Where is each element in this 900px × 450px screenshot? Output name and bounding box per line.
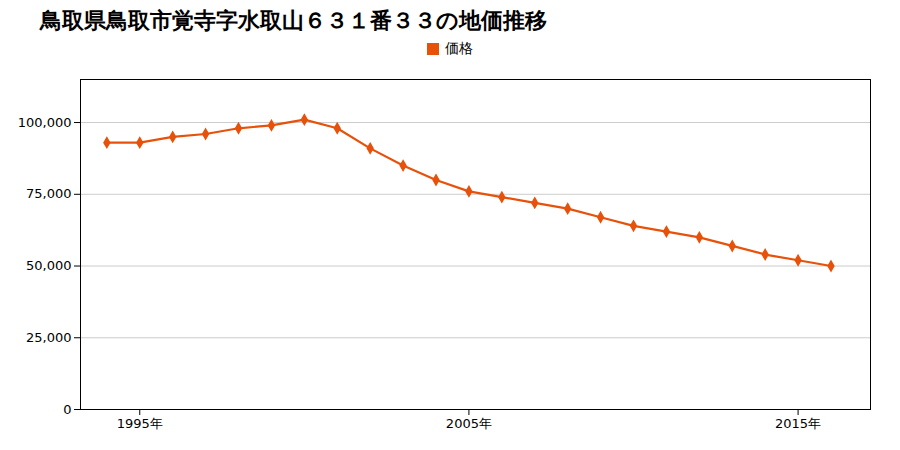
svg-text:1995年: 1995年 bbox=[117, 416, 163, 431]
html-text:鳥取県鳥取市覚寺字水取山６３１番３３の地価推移: 鳥取県鳥取市覚寺字水取山６３１番３３の地価推移 bbox=[40, 8, 547, 33]
svg-text:50,000: 50,000 bbox=[26, 258, 72, 273]
svg-text:0: 0 bbox=[63, 402, 71, 417]
svg-text:25,000: 25,000 bbox=[26, 330, 72, 345]
svg-text:2015年: 2015年 bbox=[775, 416, 821, 431]
svg-text:2005年: 2005年 bbox=[446, 416, 492, 431]
svg-text:100,000: 100,000 bbox=[18, 115, 72, 130]
html-text:価格: 価格 bbox=[445, 40, 473, 56]
svg-text:75,000: 75,000 bbox=[26, 186, 72, 201]
